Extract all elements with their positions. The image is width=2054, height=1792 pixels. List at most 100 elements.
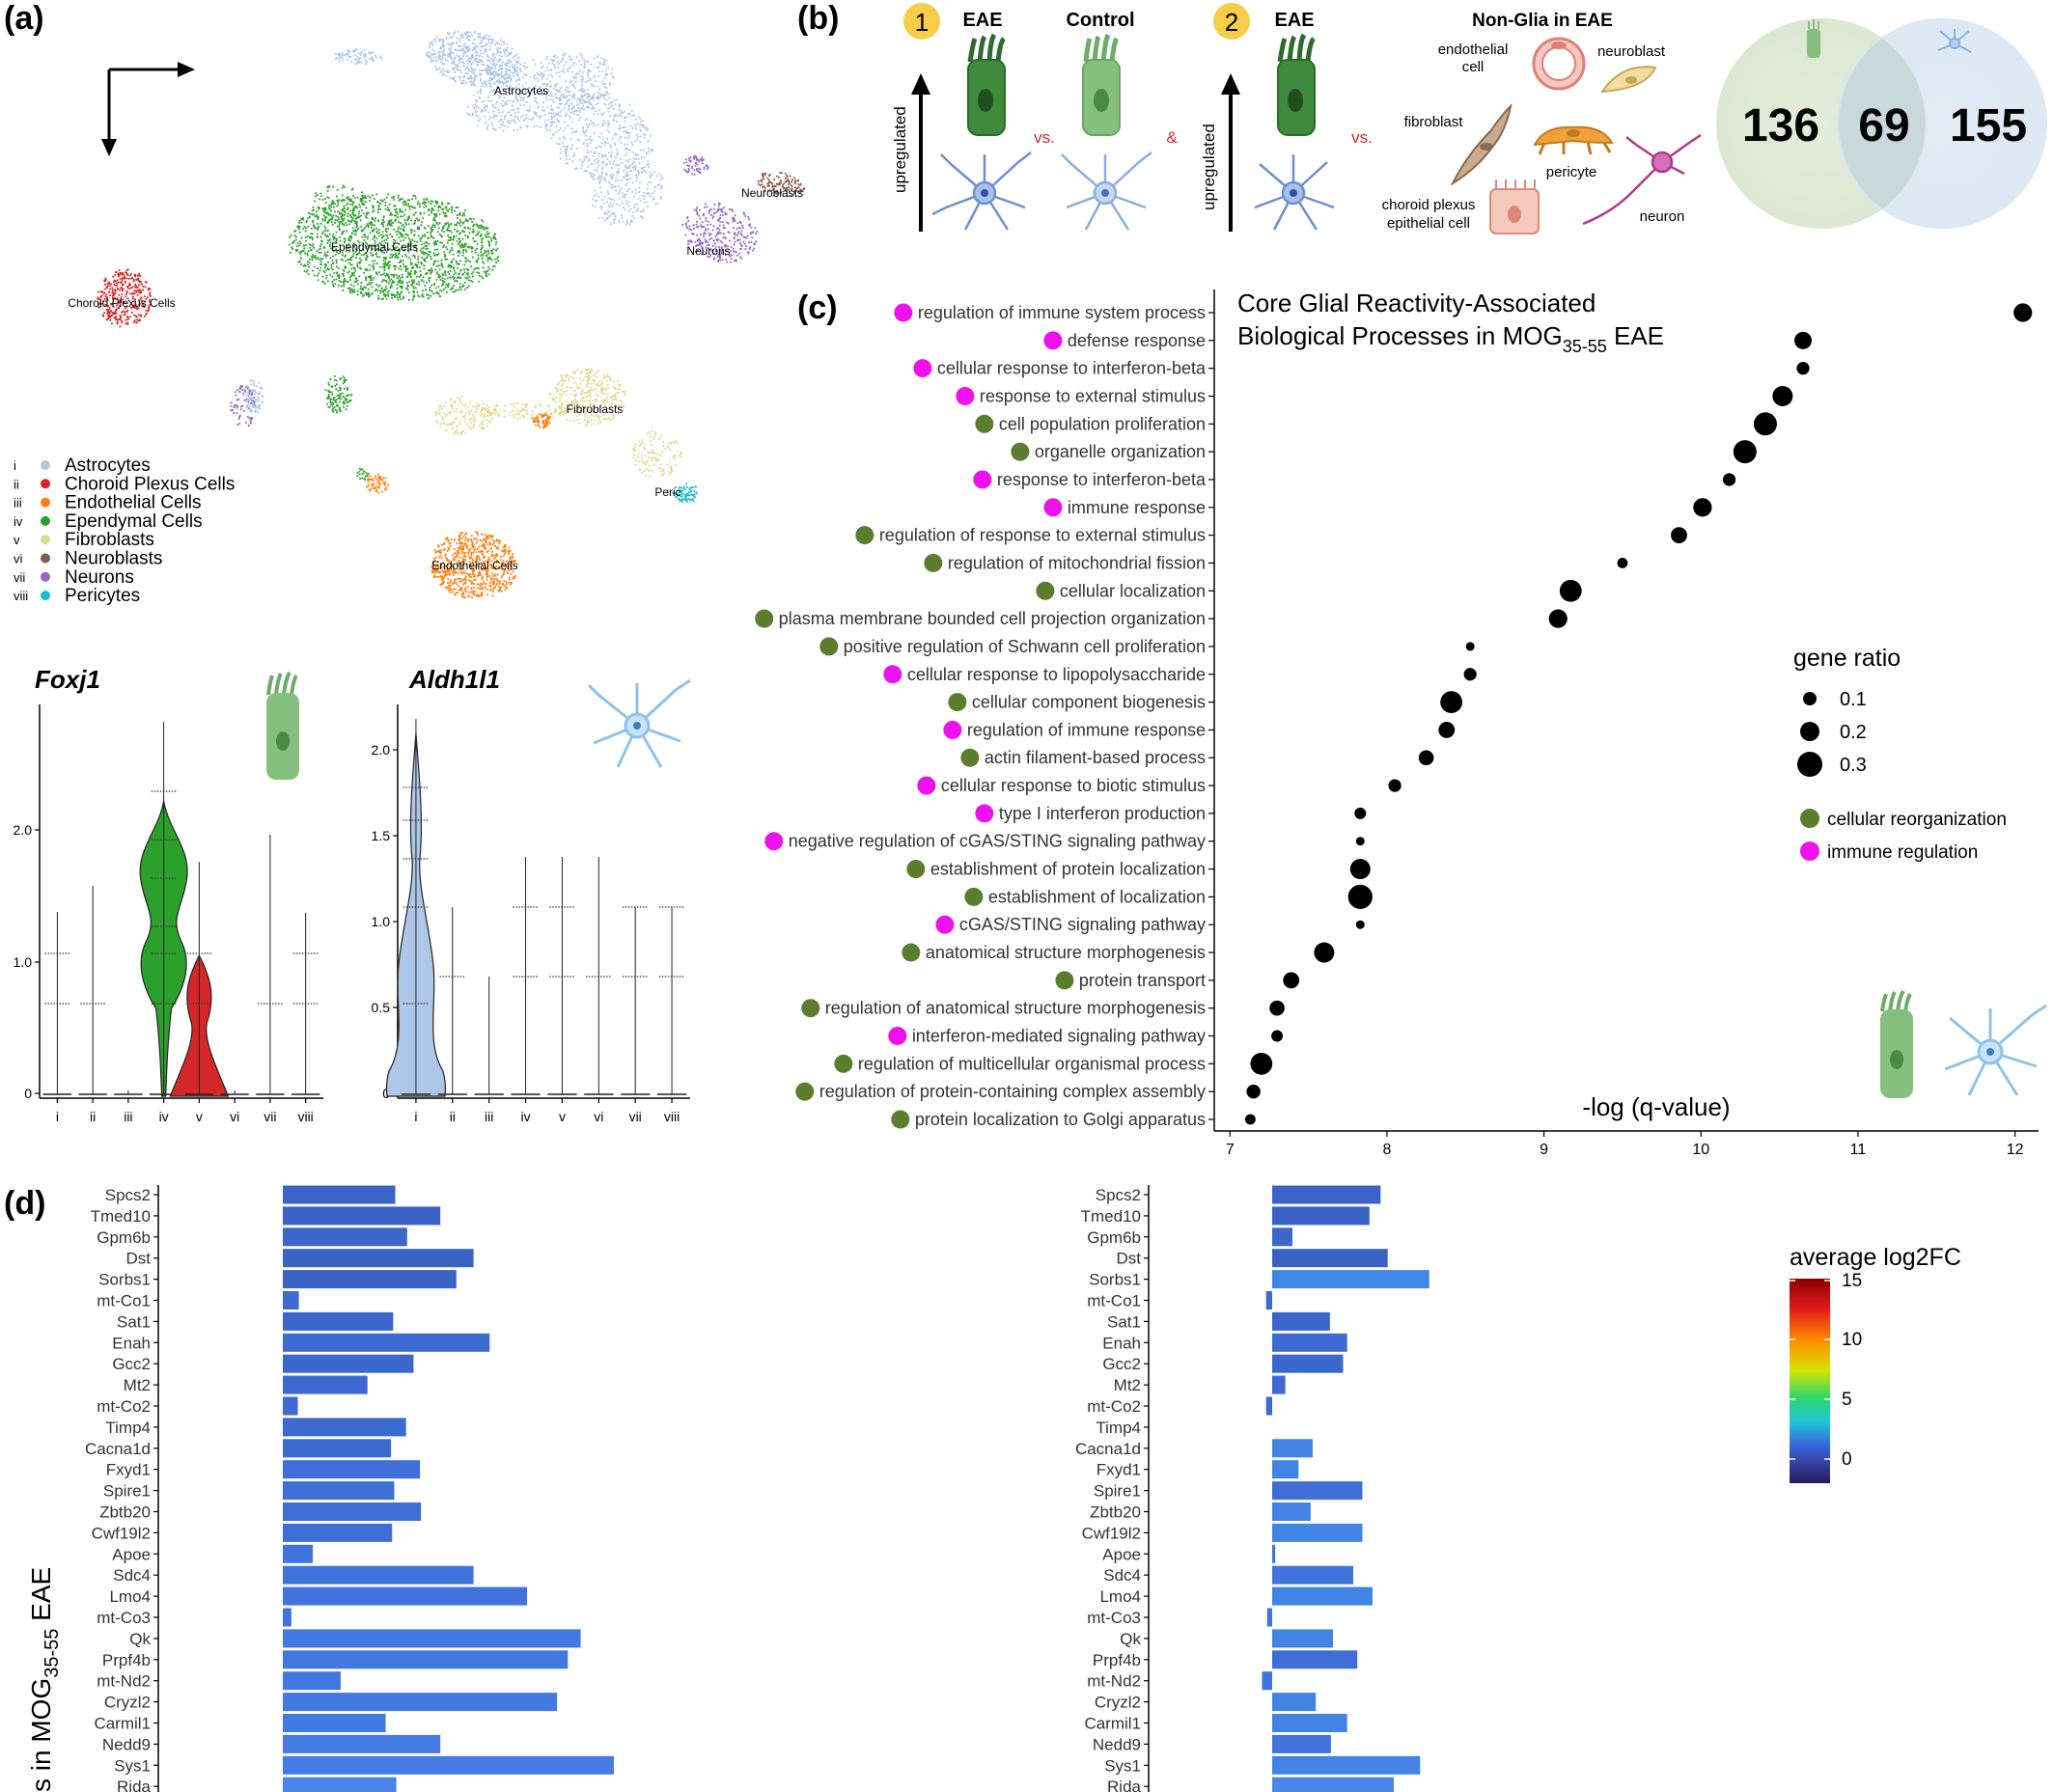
go-term-category-dot [834,1054,853,1073]
dotplot-x-tick-label: 9 [1540,1142,1548,1158]
right-barplot-gene-label: Sys1 [1104,1756,1141,1775]
umap-cluster-astrocytes [243,379,264,413]
go-term-category-dot [1036,581,1055,600]
go-term-category-dot [1055,971,1074,990]
violin-y-tick-label: 0.5 [372,1000,391,1015]
colorbar-tick-label: 5 [1842,1390,1852,1410]
umap-cluster-neuroblasts [757,172,805,198]
go-term-category-dot [795,1082,815,1101]
dotplot-x-tick-label: 11 [1850,1142,1867,1158]
comparison-2-number: 2 [1225,8,1238,37]
umap-cluster-ependymal-cells [288,193,500,301]
go-term-category-dot [891,1110,910,1129]
left-barplot-gene-label: Sdc4 [113,1566,151,1585]
comparison-1-eae-label: EAE [962,10,1002,31]
legend-swatch [41,571,50,582]
umap-cluster-astrocytes [335,48,383,66]
right-barplot-gene-label: Cwf19l2 [1082,1524,1141,1542]
go-term-point [1250,1052,1273,1075]
umap-cluster-label: Endothelial Cells [431,559,517,572]
colorbar-tick-label: 10 [1842,1330,1862,1350]
umap-cluster-astrocytes [592,162,664,226]
violin-x-tick-label: v [559,1109,566,1124]
comparison-1-badge [903,3,940,40]
left-barplot-gene-label: Enah [112,1334,151,1352]
left-barplot-bar [283,1206,441,1226]
endothelial-label-line1: endothelial [1438,41,1509,58]
right-barplot-gene-label: Qk [1120,1630,1141,1648]
right-barplot-bar [1272,1249,1388,1268]
go-term-label: cellular response to biotic stimulus [941,776,1206,795]
umap-axis-x-arrowhead [178,62,195,77]
umap-legend: i Astrocytes ii Choroid Plexus Cells iii Endo… [14,455,235,606]
go-term-label: cellular component biogenesis [972,693,1206,712]
left-barplot-bar [283,1354,414,1373]
umap-cluster-choroid-plexus-cells [97,268,152,328]
umap-cluster-endothelial-cells [430,531,518,599]
go-term-label: protein localization to Golgi apparatus [915,1110,1206,1129]
right-barplot-gene-label: Mt2 [1114,1376,1141,1394]
go-term-point [1355,837,1365,846]
legend-roman-numeral: ii [14,477,19,491]
violin-x-tick-label: ii [450,1109,456,1124]
left-barplot-bar [283,1270,457,1289]
go-term-label: negative regulation of cGAS/STING signal… [789,832,1206,851]
violin-x-tick-label: iii [485,1109,493,1124]
right-barplot-gene-label: Sdc4 [1103,1566,1141,1585]
choroid-plexus-icon [1489,179,1540,234]
go-term-point [1347,884,1373,909]
right-barplot-bar [1265,1291,1272,1310]
left-barplot-bar [283,1375,368,1394]
go-term-point [1559,579,1582,602]
violin-y-tick-label: 2.0 [14,822,33,838]
venn-middle-count: 69 [1858,100,1909,152]
neuron-label: neuron [1640,208,1685,225]
left-barplot-gene-label: Apoe [112,1545,151,1563]
right-barplot-gene-label: Fxyd1 [1096,1461,1141,1479]
violin-x-tick-label: v [196,1109,203,1124]
venn-diagram: 136 69 155 [1716,18,2047,229]
right-barplot-gene-label: Gcc2 [1102,1355,1141,1373]
violin-x-tick-label: i [56,1109,59,1124]
umap-plot: Astrocytes Ependymal Cells Choroid Plexus … [68,31,805,599]
go-term-category-dot [883,665,902,684]
comparison-1-number: 1 [915,8,929,37]
go-term-point [1753,412,1777,436]
comparison-2-badge [1213,3,1250,40]
legend-swatch [41,591,50,601]
umap-cluster-ependymal-cells [356,467,370,482]
right-barplot-bar [1272,1629,1333,1648]
dotplot-x-tick-label: 7 [1226,1142,1235,1158]
fibroblast-label: fibroblast [1404,114,1464,130]
left-barplot-gene-label: Prpf4b [102,1651,151,1669]
go-term-label: establishment of protein localization [930,860,1206,879]
right-barplot-bar [1272,1693,1317,1712]
go-term-label: plasma membrane bounded cell projection … [779,609,1206,628]
go-term-point [1314,942,1335,963]
pericyte-icon [1533,125,1614,155]
go-term-category-dot [764,832,784,851]
violin-x-tick-label: vi [594,1109,603,1124]
right-barplot-gene-label: Gpm6b [1087,1228,1141,1247]
right-barplot-gene-label: Prpf4b [1093,1651,1141,1669]
go-term-point [1733,440,1757,464]
left-barplot-gene-label: Spcs2 [105,1186,151,1204]
legend-swatch [41,497,50,508]
ependymal-cell-control-icon [1082,33,1121,136]
upregulated-label-1: upregulated [891,106,909,193]
go-term-label: defense response [1068,331,1206,350]
go-term-category-dot [894,303,913,322]
go-term-label: regulation of immune response [967,720,1206,739]
go-term-label: cellular response to interferon-beta [937,359,1207,378]
left-barplot-bar [283,1249,474,1268]
left-barplot-gene-label: Fxyd1 [106,1461,151,1479]
size-legend-label: 0.3 [1840,755,1867,776]
right-barplot-bar [1272,1650,1358,1669]
astrocyte-eae-icon-2 [1254,154,1335,231]
umap-cluster-pericytes [672,482,698,503]
left-barplot-bar [283,1311,394,1331]
left-barplot-gene-label: mt-Co2 [97,1397,151,1416]
legend-swatch [41,460,50,470]
